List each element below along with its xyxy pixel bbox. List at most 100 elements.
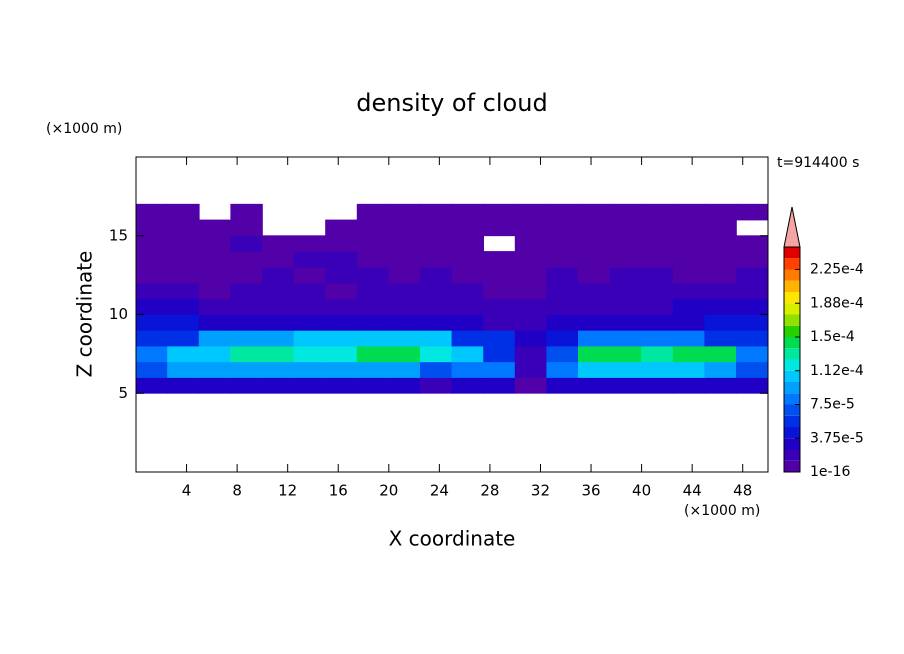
contour-cell [325, 235, 358, 252]
contour-cell [356, 251, 390, 268]
contour-cell [325, 361, 358, 378]
colorbar-band [784, 269, 800, 281]
colorbar-band [784, 370, 800, 382]
contour-cell [704, 219, 737, 237]
contour-cell [198, 266, 232, 284]
contour-cell [672, 235, 706, 252]
colorbar-band [784, 337, 800, 349]
contour-cell [641, 266, 674, 284]
contour-cell [167, 329, 200, 347]
contour-cell [388, 219, 421, 237]
contour-cell [578, 235, 611, 252]
colorbar-band [784, 314, 800, 326]
contour-cell [514, 203, 548, 221]
contour-cell [609, 329, 642, 347]
contour-cell [325, 298, 358, 315]
contour-cell [356, 298, 390, 315]
y-axis-label: Z coordinate [73, 251, 97, 378]
contour-cell [609, 345, 642, 363]
contour-cell [230, 329, 263, 347]
contour-cell [135, 329, 168, 347]
contour-cell [135, 235, 168, 252]
contour-cell [514, 282, 548, 300]
contour-cell [167, 266, 200, 284]
contour-cell [198, 377, 232, 394]
contour-cell [641, 345, 674, 363]
contour-cell [546, 298, 579, 315]
contour-cell [672, 282, 706, 300]
contour-cell [609, 377, 642, 394]
contour-cell [609, 282, 642, 300]
contour-cell [293, 377, 326, 394]
contour-cell [420, 219, 453, 237]
contour-cell [198, 314, 232, 331]
contour-cell [293, 329, 326, 347]
x-tick-label: 20 [379, 482, 398, 500]
contour-cell [546, 282, 579, 300]
colorbar-band [784, 404, 800, 416]
contour-cell [388, 266, 421, 284]
contour-cell [483, 329, 516, 347]
contour-cell [704, 361, 737, 378]
contour-cell [704, 266, 737, 284]
annotation: t=914400 s [777, 155, 859, 171]
contour-cell [451, 314, 484, 331]
contour-cell [704, 203, 737, 221]
contour-cell [514, 329, 548, 347]
contour-cell [198, 251, 232, 268]
contour-cell [135, 361, 168, 378]
colorbar-band [784, 382, 800, 394]
colorbar-extend [783, 206, 801, 248]
contour-cell [736, 377, 769, 394]
x-tick-label: 40 [632, 482, 651, 500]
contour-cell [388, 251, 421, 268]
contour-cell [420, 251, 453, 268]
contour-cell [641, 361, 674, 378]
contour-cell [546, 329, 579, 347]
contour-cell [451, 219, 484, 237]
contour-cell [230, 203, 263, 221]
contour-cell [135, 298, 168, 315]
colorbar-label: 1e-16 [810, 464, 850, 480]
contour-cell [672, 298, 706, 315]
contour-cell [230, 282, 263, 300]
contour-cell [198, 219, 232, 237]
contour-cell [325, 345, 358, 363]
contour-cell [609, 219, 642, 237]
y-tick-label: 5 [118, 384, 128, 402]
contour-cell [262, 266, 295, 284]
contour-cell [483, 345, 516, 363]
contour-cell [451, 329, 484, 347]
contour-cell [356, 203, 390, 221]
x-tick-label: 4 [182, 482, 192, 500]
contour-cell [262, 314, 295, 331]
contour-cell [420, 266, 453, 284]
colorbar-label: 3.75e-5 [810, 430, 864, 446]
contour-cell [262, 282, 295, 300]
contour-cell [388, 345, 421, 363]
contour-cell [135, 282, 168, 300]
x-tick-label: 12 [278, 482, 297, 500]
contour-cell [293, 361, 326, 378]
colorbar-band [784, 393, 800, 405]
contour-cell [198, 345, 232, 363]
contour-cell [704, 345, 737, 363]
contour-cell [736, 235, 769, 252]
contour-cell [388, 235, 421, 252]
contour-cell [451, 235, 484, 252]
contour-cell [483, 266, 516, 284]
contour-cell [451, 361, 484, 378]
contour-cell [230, 298, 263, 315]
contour-cell [262, 298, 295, 315]
contour-cell [483, 251, 516, 268]
contour-cell [198, 235, 232, 252]
colorbar-label: 1.12e-4 [810, 363, 864, 379]
contour-cell [483, 377, 516, 394]
contour-cell [609, 298, 642, 315]
contour-cell [293, 345, 326, 363]
contour-cell [230, 377, 263, 394]
contour-cell [325, 251, 358, 268]
contour-cell [135, 203, 168, 221]
x-tick-label: 8 [232, 482, 242, 500]
